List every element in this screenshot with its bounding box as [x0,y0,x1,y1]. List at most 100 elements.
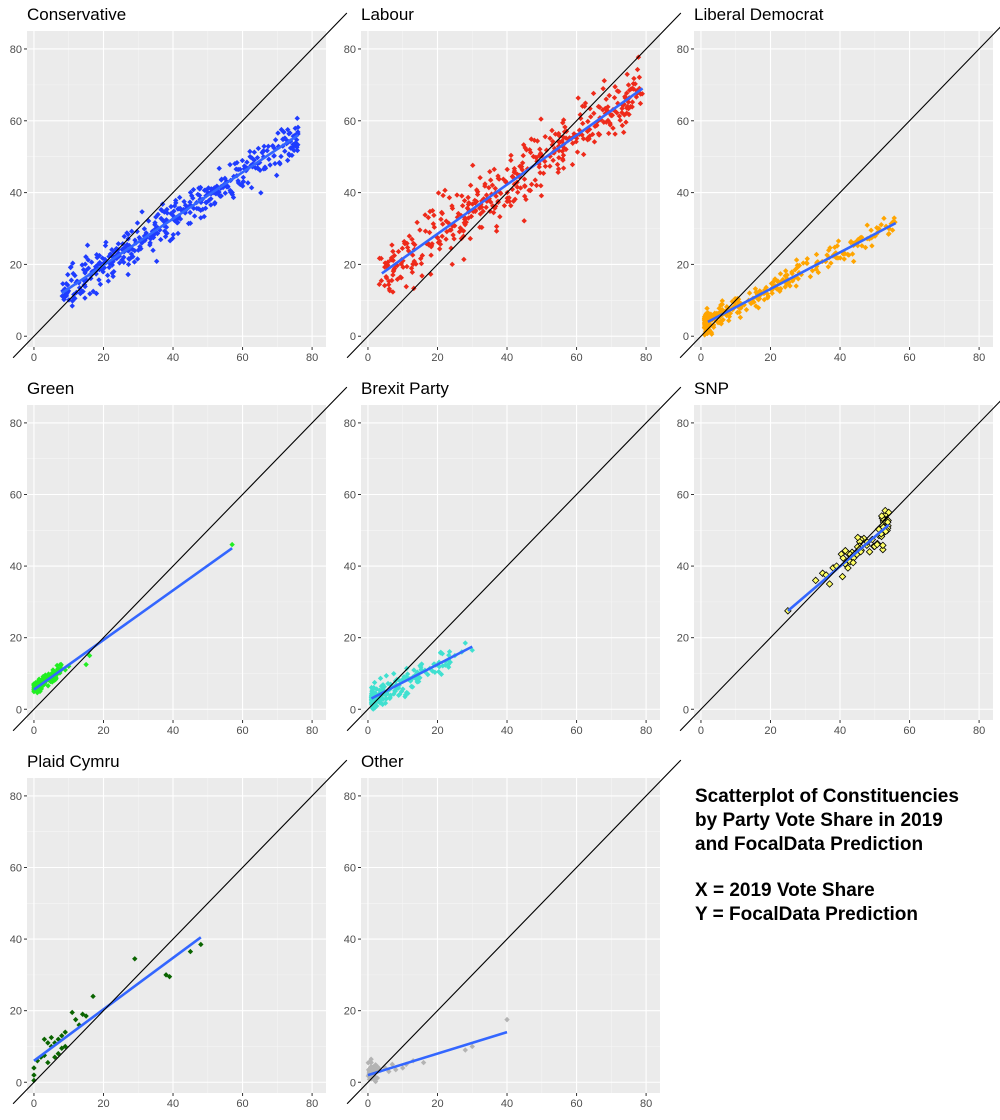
data-point [835,238,842,244]
data-point [76,1022,82,1028]
data-point [94,254,100,261]
data-point [612,131,618,137]
data-point [45,1040,51,1046]
data-point [80,266,87,273]
data-point [737,314,744,321]
data-point [403,283,409,290]
data-point [390,272,396,278]
data-point [580,120,586,127]
y-tick-label: 0 [683,704,689,716]
x-tick-label: 0 [365,1098,371,1110]
data-point [555,166,562,172]
data-point [390,289,396,295]
data-point [625,82,632,88]
data-point [500,176,507,182]
data-point [203,199,209,206]
data-point [181,198,187,205]
data-point [848,238,854,245]
data-point [550,157,556,164]
data-point [629,85,636,92]
data-point [162,233,169,240]
y-tick-label: 40 [677,561,689,573]
data-point [287,130,293,136]
data-point [465,215,472,221]
data-point [137,243,143,250]
data-point [813,263,820,270]
data-point [400,686,406,692]
data-point [382,260,388,266]
data-point [547,163,553,169]
x-tick-label: 20 [431,725,443,737]
data-point [510,198,517,204]
data-point [408,677,414,683]
data-point [404,263,410,270]
x-tick-label: 40 [167,352,179,364]
data-point [587,105,593,112]
data-point [556,155,562,161]
data-point [235,180,242,186]
data-point [440,663,446,669]
data-point [464,205,471,211]
data-point [187,948,194,955]
data-point [376,281,383,288]
data-point [813,251,820,258]
data-point [755,296,762,303]
data-point [518,163,525,170]
data-point [440,221,446,227]
data-point [522,183,528,189]
data-point [620,102,626,109]
data-point [239,157,246,164]
data-point [42,672,49,678]
data-point [533,182,540,189]
data-point [634,66,641,73]
data-point [865,548,874,556]
data-point [190,195,196,201]
data-point [34,687,41,694]
data-point [244,159,250,165]
data-point [266,156,272,162]
x-tick-label: 80 [973,725,985,737]
data-point [239,183,246,189]
data-point [521,176,528,182]
data-point [55,1036,61,1043]
data-point [511,168,518,174]
data-point [873,540,881,549]
data-point [629,99,636,105]
data-point [712,310,718,316]
data-point [497,213,503,220]
data-point [418,661,425,667]
data-point [70,260,76,266]
x-tick-label: 40 [167,1098,179,1110]
data-point [88,275,94,282]
data-point [561,129,568,135]
data-point [168,203,174,210]
data-point [272,137,279,143]
data-point [152,220,158,226]
data-point [488,199,494,205]
data-point [414,219,420,226]
x-tick-label: 0 [31,352,37,364]
data-point [483,192,490,198]
data-point [384,691,390,697]
data-point [610,125,616,131]
data-point [208,196,214,202]
data-point [126,255,132,262]
data-point [82,295,88,301]
data-point [132,956,138,962]
data-point [626,111,632,118]
data-point [793,257,800,263]
data-point [719,306,725,313]
data-point [50,667,56,673]
data-point [469,201,476,207]
data-point [704,330,711,337]
y-tick-label: 20 [344,633,356,645]
data-point [706,327,713,334]
data-point [391,670,397,677]
data-point [538,116,544,122]
data-point [838,572,847,581]
data-point [403,665,410,672]
data-point [789,269,795,275]
data-point [560,117,567,123]
data-point [828,260,834,266]
data-point [633,94,640,100]
